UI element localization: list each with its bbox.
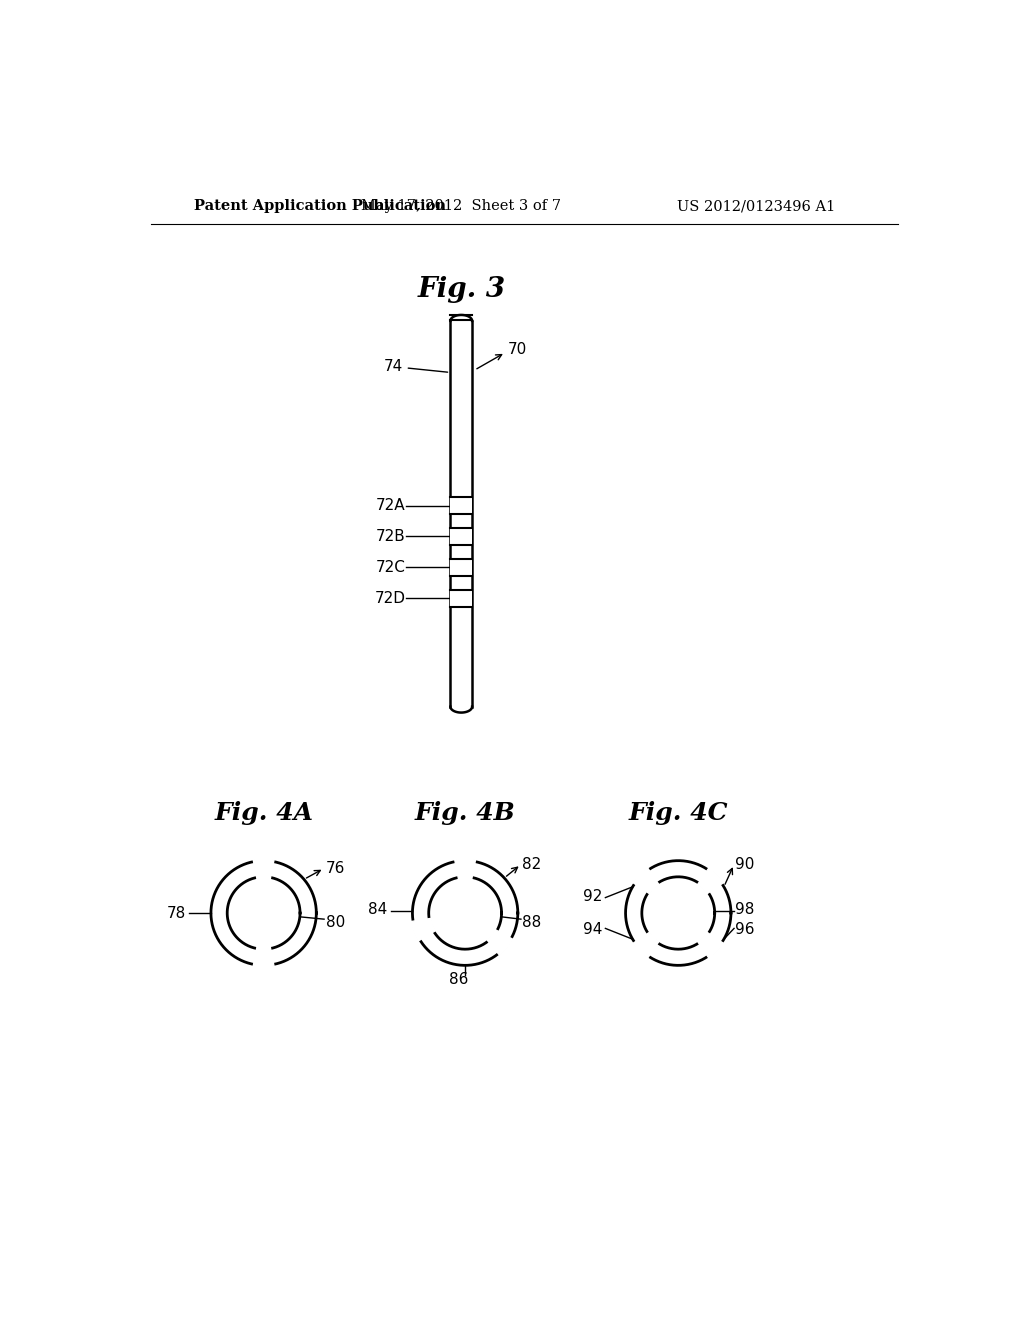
Text: 72C: 72C	[376, 560, 406, 574]
Bar	[451, 528, 472, 545]
Text: 86: 86	[450, 972, 469, 987]
Text: 90: 90	[735, 857, 755, 873]
Text: US 2012/0123496 A1: US 2012/0123496 A1	[677, 199, 835, 213]
Text: 84: 84	[369, 902, 388, 916]
Text: 72B: 72B	[376, 529, 406, 544]
Bar	[451, 590, 472, 607]
Text: 74: 74	[384, 359, 403, 374]
Text: 88: 88	[521, 915, 541, 929]
Polygon shape	[253, 946, 274, 968]
Text: 78: 78	[167, 906, 186, 920]
Text: 80: 80	[326, 915, 345, 929]
Text: Fig. 4A: Fig. 4A	[214, 801, 313, 825]
Bar	[451, 498, 472, 515]
Polygon shape	[253, 858, 274, 879]
Polygon shape	[633, 867, 659, 894]
Text: 96: 96	[735, 923, 755, 937]
Text: 70: 70	[508, 342, 527, 356]
Text: 72D: 72D	[375, 590, 406, 606]
Polygon shape	[633, 932, 659, 958]
Text: 94: 94	[583, 923, 602, 937]
Text: 92: 92	[583, 888, 602, 904]
Text: Fig. 4C: Fig. 4C	[629, 801, 728, 825]
Polygon shape	[455, 858, 475, 879]
Text: 82: 82	[521, 857, 541, 873]
Polygon shape	[697, 867, 724, 894]
Text: 98: 98	[735, 902, 755, 916]
Text: Fig. 3: Fig. 3	[417, 276, 505, 302]
Text: Patent Application Publication: Patent Application Publication	[194, 199, 445, 213]
Text: 76: 76	[326, 861, 345, 876]
Polygon shape	[411, 919, 436, 941]
Bar	[451, 321, 472, 706]
Polygon shape	[486, 929, 513, 956]
Polygon shape	[697, 932, 724, 958]
Text: May 17, 2012  Sheet 3 of 7: May 17, 2012 Sheet 3 of 7	[361, 199, 561, 213]
Text: 72A: 72A	[376, 498, 406, 513]
Bar	[451, 558, 472, 576]
Text: Fig. 4B: Fig. 4B	[415, 801, 515, 825]
